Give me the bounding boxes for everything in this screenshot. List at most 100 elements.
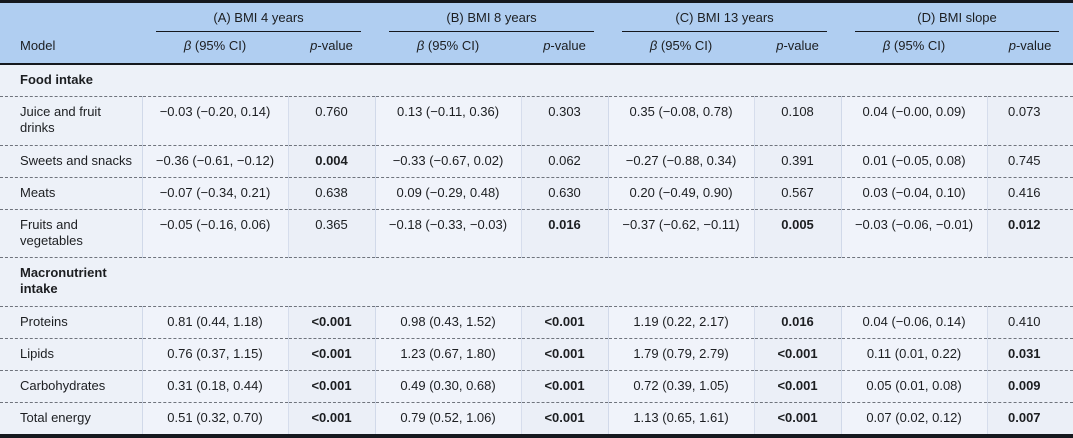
p-value-column-header: p-value	[754, 32, 842, 65]
table-row: Lipids 0.76 (0.37, 1.15) <0.001 1.23 (0.67,…	[0, 337, 1073, 371]
results-table: Model (A) BMI 4 years (B) BMI 8 years (C…	[0, 3, 1073, 434]
group-header-label: (B) BMI 8 years	[389, 10, 595, 32]
p-value: 0.005	[753, 208, 842, 258]
p-value: <0.001	[520, 337, 609, 371]
p-value: 0.007	[986, 401, 1073, 434]
beta-ci-value: 0.98 (0.43, 1.52)	[374, 305, 522, 339]
p-value: 0.009	[986, 369, 1073, 403]
group-header-bmi-4-years: (A) BMI 4 years	[142, 3, 376, 32]
p-value: 0.016	[753, 305, 842, 339]
table-row: Carbohydrates 0.31 (0.18, 0.44) <0.001 0.49…	[0, 369, 1073, 403]
table-body: Food intake Juice and fruit drinks −0.03 (…	[0, 64, 1073, 434]
beta-ci-value: 0.11 (0.01, 0.22)	[840, 337, 988, 371]
group-header-bmi-slope: (D) BMI slope	[841, 3, 1073, 32]
p-value: 0.638	[287, 176, 376, 210]
p-value: <0.001	[520, 305, 609, 339]
table-row: Sweets and snacks −0.36 (−0.61, −0.12) 0.0…	[0, 144, 1073, 178]
model-column-header: Model	[0, 3, 142, 65]
table-row: Total energy 0.51 (0.32, 0.70) <0.001 0.79 …	[0, 401, 1073, 434]
p-value: <0.001	[520, 369, 609, 403]
p-value: 0.004	[287, 144, 376, 178]
beta-ci-value: 0.35 (−0.08, 0.78)	[607, 96, 755, 146]
p-value: 0.108	[753, 96, 842, 146]
p-value: 0.012	[986, 208, 1073, 258]
p-value: 0.745	[986, 144, 1073, 178]
table-row: Meats −0.07 (−0.34, 0.21) 0.638 0.09 (−0.29…	[0, 176, 1073, 210]
p-value: 0.365	[287, 208, 376, 258]
model-name: Proteins	[0, 305, 142, 339]
model-name: Total energy	[0, 401, 142, 434]
beta-ci-value: 0.13 (−0.11, 0.36)	[374, 96, 522, 146]
section-title: Macronutrient intake	[0, 257, 1073, 307]
beta-ci-value: 0.51 (0.32, 0.70)	[141, 401, 288, 434]
beta-ci-value: −0.03 (−0.20, 0.14)	[141, 96, 288, 146]
group-header-label: (C) BMI 13 years	[622, 10, 828, 32]
p-value-column-header: p-value	[987, 32, 1073, 65]
p-value: <0.001	[753, 337, 842, 371]
p-value: 0.062	[520, 144, 609, 178]
group-header-bmi-8-years: (B) BMI 8 years	[375, 3, 609, 32]
table-row: Proteins 0.81 (0.44, 1.18) <0.001 0.98 (0.4…	[0, 305, 1073, 339]
table-row: Fruits and vegetables −0.05 (−0.16, 0.06)…	[0, 208, 1073, 258]
beta-ci-value: 0.72 (0.39, 1.05)	[607, 369, 755, 403]
beta-ci-column-header: β (95% CI)	[142, 32, 288, 65]
beta-ci-value: 0.03 (−0.04, 0.10)	[840, 176, 988, 210]
p-value: <0.001	[287, 401, 376, 434]
p-value: 0.016	[520, 208, 609, 258]
beta-ci-value: 0.05 (0.01, 0.08)	[840, 369, 988, 403]
section-title: Food intake	[0, 64, 1073, 97]
p-value: <0.001	[287, 337, 376, 371]
beta-ci-value: 0.04 (−0.00, 0.09)	[840, 96, 988, 146]
group-header-bmi-13-years: (C) BMI 13 years	[608, 3, 842, 32]
beta-ci-value: −0.33 (−0.67, 0.02)	[374, 144, 522, 178]
beta-ci-value: 0.09 (−0.29, 0.48)	[374, 176, 522, 210]
model-name: Meats	[0, 176, 142, 210]
column-header-row: β (95% CI) p-value β (95% CI) p-value β …	[0, 32, 1073, 65]
table-header: Model (A) BMI 4 years (B) BMI 8 years (C…	[0, 3, 1073, 65]
beta-ci-value: 1.19 (0.22, 2.17)	[607, 305, 755, 339]
beta-ci-value: −0.18 (−0.33, −0.03)	[374, 208, 522, 258]
beta-ci-value: −0.05 (−0.16, 0.06)	[141, 208, 288, 258]
p-value: 0.630	[520, 176, 609, 210]
beta-ci-column-header: β (95% CI)	[375, 32, 522, 65]
p-value: <0.001	[287, 305, 376, 339]
beta-ci-value: −0.37 (−0.62, −0.11)	[607, 208, 755, 258]
beta-ci-value: 1.79 (0.79, 2.79)	[607, 337, 755, 371]
beta-ci-value: 0.07 (0.02, 0.12)	[840, 401, 988, 434]
beta-ci-column-header: β (95% CI)	[608, 32, 755, 65]
beta-ci-value: 0.79 (0.52, 1.06)	[374, 401, 522, 434]
beta-ci-value: −0.36 (−0.61, −0.12)	[141, 144, 288, 178]
beta-ci-column-header: β (95% CI)	[841, 32, 988, 65]
beta-ci-value: 1.13 (0.65, 1.61)	[607, 401, 755, 434]
p-value: 0.410	[986, 305, 1073, 339]
beta-ci-value: −0.07 (−0.34, 0.21)	[141, 176, 288, 210]
beta-ci-value: 0.81 (0.44, 1.18)	[141, 305, 288, 339]
model-name: Sweets and snacks	[0, 144, 142, 178]
beta-ci-value: 0.20 (−0.49, 0.90)	[607, 176, 755, 210]
p-value: 0.303	[520, 96, 609, 146]
model-name: Lipids	[0, 337, 142, 371]
group-header-row: Model (A) BMI 4 years (B) BMI 8 years (C…	[0, 3, 1073, 65]
beta-ci-value: 0.04 (−0.06, 0.14)	[840, 305, 988, 339]
p-value: 0.567	[753, 176, 842, 210]
p-value: 0.416	[986, 176, 1073, 210]
p-value: 0.073	[986, 96, 1073, 146]
p-value: 0.760	[287, 96, 376, 146]
model-name: Fruits and vegetables	[0, 208, 142, 258]
table-row: Juice and fruit drinks −0.03 (−0.20, 0.14…	[0, 96, 1073, 146]
model-name: Juice and fruit drinks	[0, 96, 142, 146]
group-header-label: (D) BMI slope	[855, 10, 1060, 32]
beta-ci-value: 1.23 (0.67, 1.80)	[374, 337, 522, 371]
beta-ci-value: 0.31 (0.18, 0.44)	[141, 369, 288, 403]
p-value-column-header: p-value	[521, 32, 609, 65]
section-header-row: Macronutrient intake	[0, 257, 1073, 307]
p-value-column-header: p-value	[288, 32, 376, 65]
beta-ci-value: −0.03 (−0.06, −0.01)	[840, 208, 988, 258]
p-value: 0.391	[753, 144, 842, 178]
p-value: <0.001	[520, 401, 609, 434]
beta-ci-value: 0.49 (0.30, 0.68)	[374, 369, 522, 403]
p-value: <0.001	[753, 401, 842, 434]
p-value: <0.001	[753, 369, 842, 403]
beta-ci-value: 0.76 (0.37, 1.15)	[141, 337, 288, 371]
